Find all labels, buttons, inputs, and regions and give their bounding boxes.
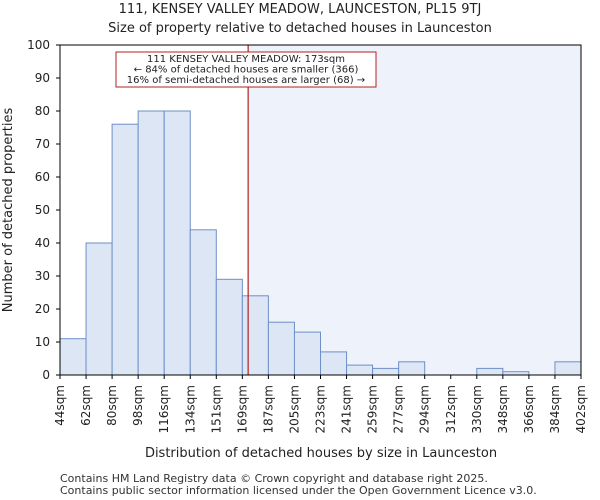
y-tick-label: 60 (35, 170, 50, 184)
x-tick-label: 169sqm (235, 385, 249, 433)
y-axis-label: Number of detached properties (1, 108, 16, 313)
y-tick-label: 40 (35, 236, 50, 250)
annotation-line: 111 KENSEY VALLEY MEADOW: 173sqm (147, 54, 345, 65)
x-tick-label: 151sqm (209, 385, 223, 433)
x-tick-label: 366sqm (522, 385, 536, 433)
x-tick-label: 223sqm (314, 385, 328, 433)
x-tick-label: 241sqm (340, 385, 354, 433)
x-tick-label: 348sqm (496, 385, 510, 433)
footer-licence: Contains public sector information licen… (60, 484, 537, 497)
histogram-bar (215, 278, 243, 376)
larger-region-highlight (248, 45, 581, 375)
y-tick-label: 0 (42, 368, 50, 382)
histogram-bar (320, 351, 348, 376)
x-tick-label: 384sqm (548, 385, 562, 433)
histogram-bar (137, 110, 165, 376)
x-tick-label: 402sqm (574, 385, 588, 433)
histogram-bar (372, 367, 400, 376)
annotation-box (115, 51, 377, 88)
histogram-bar (189, 229, 217, 376)
x-tick-label: 187sqm (261, 385, 275, 433)
x-tick-label: 116sqm (157, 385, 171, 433)
histogram-bar (59, 338, 87, 376)
x-tick-label: 134sqm (183, 385, 197, 433)
x-tick-label: 330sqm (470, 385, 484, 433)
chart-title: 111, KENSEY VALLEY MEADOW, LAUNCESTON, P… (119, 2, 482, 17)
histogram-bar (398, 361, 426, 376)
histogram-bar (241, 295, 269, 376)
x-tick-label: 312sqm (444, 385, 458, 433)
histogram-bar (554, 361, 582, 376)
y-tick-label: 10 (35, 335, 50, 349)
x-tick-label: 277sqm (392, 385, 406, 433)
histogram-bar (85, 242, 113, 376)
y-tick-label: 50 (35, 203, 50, 217)
y-tick-label: 80 (35, 104, 50, 118)
histogram-bar (163, 110, 191, 376)
x-tick-label: 80sqm (105, 385, 119, 426)
y-tick-label: 20 (35, 302, 50, 316)
chart-subtitle: Size of property relative to detached ho… (108, 21, 492, 36)
histogram-bar (346, 364, 374, 376)
histogram-bar (111, 123, 139, 376)
histogram-bar (293, 331, 322, 376)
y-tick-label: 70 (35, 137, 50, 151)
x-tick-label: 44sqm (53, 385, 67, 426)
footer-copyright: Contains HM Land Registry data © Crown c… (60, 472, 488, 485)
x-axis-label: Distribution of detached houses by size … (145, 446, 497, 461)
histogram-bar (267, 321, 295, 376)
x-tick-label: 62sqm (79, 385, 93, 426)
annotation-line: 16% of semi-detached houses are larger (… (127, 75, 365, 86)
histogram-bar (476, 367, 504, 376)
y-tick-label: 30 (35, 269, 50, 283)
x-tick-label: 98sqm (131, 385, 145, 426)
y-tick-label: 90 (35, 71, 50, 85)
x-tick-label: 294sqm (418, 385, 432, 433)
y-tick-label: 100 (27, 38, 50, 52)
x-tick-label: 259sqm (366, 385, 380, 433)
x-tick-label: 205sqm (287, 385, 301, 433)
annotation-line: ← 84% of detached houses are smaller (36… (134, 65, 359, 76)
